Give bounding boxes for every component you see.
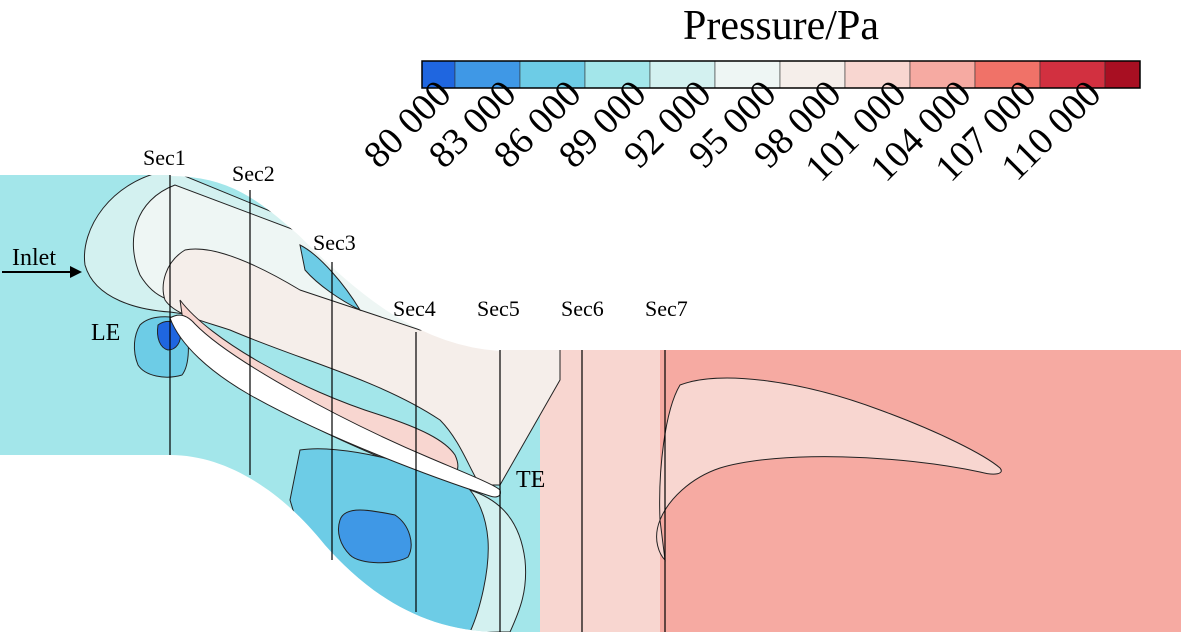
colorbar-swatch <box>844 60 911 89</box>
high-pressure-region <box>660 330 1181 632</box>
colorbar-title: Pressure/Pa <box>683 3 879 49</box>
upper-warm-region <box>162 248 561 486</box>
colorbar-swatch <box>584 60 651 89</box>
sec2-label: Sec2 <box>232 161 275 186</box>
inlet-label: Inlet <box>12 245 56 271</box>
sec7-label: Sec7 <box>645 296 688 321</box>
section-labels: Sec1 Sec2 Sec3 Sec4 Sec5 Sec6 Sec7 <box>143 145 688 321</box>
duct-upper-wall <box>169 174 501 351</box>
te-label: TE <box>516 467 545 493</box>
lower-blue-region <box>337 509 412 564</box>
colorbar-frame <box>421 60 1141 89</box>
sec1-label: Sec1 <box>143 145 186 170</box>
section-lines <box>169 175 666 632</box>
colorbar-swatch <box>1039 60 1106 89</box>
colorbar-swatch <box>1104 60 1141 89</box>
colorbar-swatch <box>779 60 846 89</box>
sec4-label: Sec4 <box>393 296 436 321</box>
colorbar-swatch <box>714 60 781 89</box>
colorbar <box>421 60 1141 89</box>
inlet-annotation: Inlet <box>2 245 82 278</box>
contour-field <box>0 175 1181 632</box>
sec3-low-pressure-pocket <box>299 244 362 312</box>
sec6-label: Sec6 <box>561 296 604 321</box>
colorbar-swatch <box>649 60 716 89</box>
colorbar-swatch <box>974 60 1041 89</box>
sec5-label: Sec5 <box>477 296 520 321</box>
le-label: LE <box>91 320 120 346</box>
colorbar-swatch <box>519 60 586 89</box>
colorbar-swatch <box>454 60 521 89</box>
sec3-label: Sec3 <box>313 230 356 255</box>
inlet-arrow-icon <box>70 266 82 278</box>
